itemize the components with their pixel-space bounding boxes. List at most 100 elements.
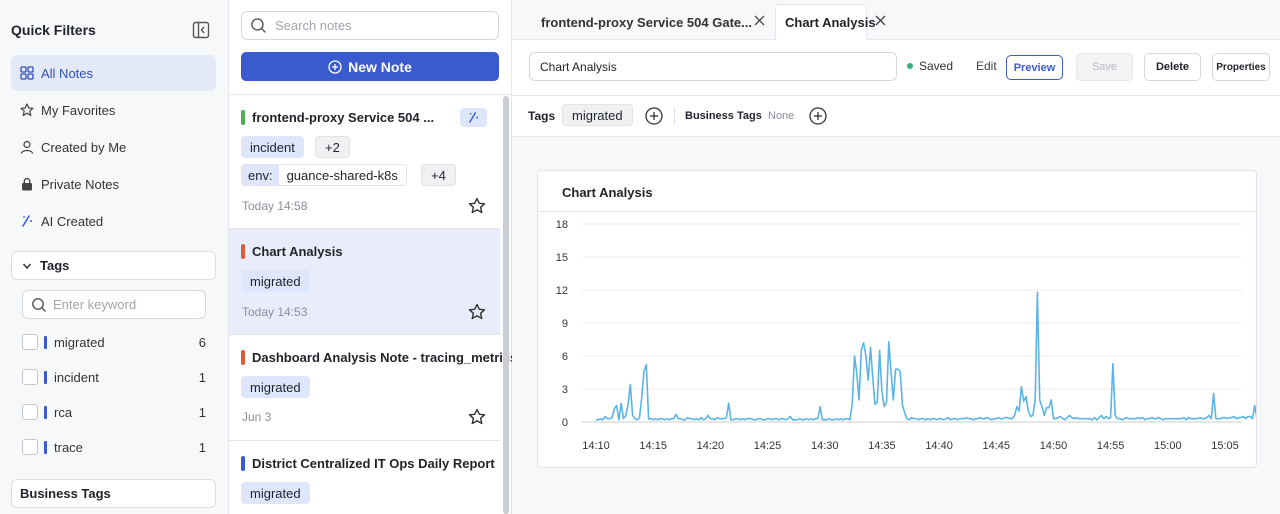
- note-title: District Centralized IT Ops Daily Report: [252, 456, 495, 471]
- note-editor: frontend-proxy Service 504 Gate... Chart…: [512, 0, 1280, 514]
- tag-filter-incident[interactable]: incident 1: [22, 366, 206, 388]
- x-tick-label: 14:55: [1097, 440, 1125, 452]
- env-value: guance-shared-k8s: [278, 165, 406, 185]
- chart-title: Chart Analysis: [562, 185, 653, 200]
- note-card[interactable]: District Centralized IT Ops Daily Report…: [229, 441, 500, 514]
- close-tab-icon[interactable]: [754, 15, 765, 26]
- note-title: Chart Analysis: [252, 244, 343, 259]
- note-card[interactable]: frontend-proxy Service 504 ... incident …: [229, 95, 500, 229]
- note-accent-bar: [241, 350, 245, 365]
- note-tags-bar: Tags migrated Business Tags None: [512, 95, 1280, 137]
- filter-label: My Favorites: [41, 102, 116, 118]
- tag-keyword-input[interactable]: Enter keyword: [22, 290, 206, 319]
- chevron-down-icon: [22, 263, 32, 269]
- sidebar-collapse-icon[interactable]: [192, 21, 210, 39]
- note-title-input[interactable]: Chart Analysis: [529, 52, 897, 81]
- tag-count: 1: [198, 439, 206, 455]
- tab-label: frontend-proxy Service 504 Gate...: [541, 14, 752, 30]
- tag-name: rca: [54, 404, 73, 420]
- tag-filter-rca[interactable]: rca 1: [22, 401, 206, 423]
- note-title-row: Chart Analysis: [241, 244, 343, 259]
- tag-checkbox[interactable]: [22, 439, 38, 455]
- tag-checkbox[interactable]: [22, 369, 38, 385]
- search-notes-input[interactable]: Search notes: [241, 11, 499, 40]
- x-tick-label: 14:15: [639, 440, 667, 452]
- user-icon: [20, 140, 34, 154]
- filter-private-notes[interactable]: Private Notes: [11, 166, 216, 202]
- x-tick-label: 14:35: [868, 440, 896, 452]
- tag-checkbox[interactable]: [22, 404, 38, 420]
- note-tag: migrated: [241, 270, 310, 292]
- save-button[interactable]: Save: [1076, 53, 1133, 81]
- note-date: Today 14:58: [242, 199, 308, 213]
- x-tick-label: 14:20: [697, 440, 725, 452]
- note-tag: incident: [241, 136, 304, 158]
- filter-label: Private Notes: [41, 176, 120, 192]
- chart-header: Chart Analysis: [538, 171, 1256, 212]
- tags-section-title: Tags: [40, 258, 70, 273]
- add-tag-icon[interactable]: [644, 106, 664, 126]
- search-icon: [251, 18, 266, 33]
- search-icon: [32, 297, 46, 312]
- business-tags-section-toggle[interactable]: Business Tags: [11, 479, 216, 508]
- tags-section-toggle[interactable]: Tags: [11, 251, 216, 280]
- x-tick-label: 14:40: [925, 440, 953, 452]
- env-key: env:: [242, 165, 279, 185]
- x-tick-label: 14:45: [983, 440, 1011, 452]
- x-tick-label: 14:50: [1040, 440, 1068, 452]
- tag-color-bar: [44, 370, 47, 384]
- properties-button[interactable]: Properties: [1212, 53, 1270, 81]
- lock-icon: [22, 177, 32, 191]
- favorite-star-icon[interactable]: [468, 197, 486, 215]
- new-note-label: New Note: [348, 58, 412, 75]
- y-tick-label: 6: [562, 351, 568, 363]
- business-tags-value: None: [768, 110, 795, 122]
- tag-color-bar: [44, 335, 47, 349]
- filter-label: All Notes: [41, 65, 94, 81]
- saved-dot-icon: [907, 63, 913, 69]
- note-card[interactable]: Dashboard Analysis Note - tracing_metric…: [229, 335, 517, 441]
- chart-block[interactable]: Chart Analysis 0 3 6 9 12 15 18 14:10 14:15 14:20…: [537, 170, 1257, 468]
- filter-ai-created[interactable]: AI Created: [11, 203, 216, 239]
- note-env-tag: env: guance-shared-k8s: [241, 164, 407, 186]
- y-tick-label: 15: [556, 252, 568, 264]
- grid-icon: [20, 66, 34, 80]
- new-note-button[interactable]: New Note: [241, 52, 499, 81]
- tag-count: 1: [198, 404, 206, 420]
- tag-name: migrated: [54, 334, 105, 350]
- add-business-tag-icon[interactable]: [808, 106, 828, 126]
- filter-created-by-me[interactable]: Created by Me: [11, 129, 216, 165]
- tag-checkbox[interactable]: [22, 334, 38, 350]
- tag-color-bar: [44, 440, 47, 454]
- tag-name: trace: [54, 439, 83, 455]
- x-tick-label: 14:25: [754, 440, 782, 452]
- preview-button[interactable]: Preview: [1006, 55, 1063, 80]
- tab-bar: frontend-proxy Service 504 Gate... Chart…: [512, 0, 1280, 40]
- business-tags-title: Business Tags: [20, 486, 111, 501]
- tab-frontend-proxy[interactable]: frontend-proxy Service 504 Gate...: [524, 4, 752, 40]
- notes-scrollbar[interactable]: [503, 96, 509, 514]
- tag-filter-migrated[interactable]: migrated 6: [22, 331, 206, 353]
- note-title: frontend-proxy Service 504 ...: [252, 110, 435, 125]
- note-card[interactable]: Chart Analysis migrated Today 14:53: [229, 229, 500, 335]
- filter-label: AI Created: [41, 213, 104, 229]
- favorite-star-icon[interactable]: [468, 303, 486, 321]
- delete-button[interactable]: Delete: [1144, 53, 1201, 81]
- x-tick-label: 15:05: [1211, 440, 1239, 452]
- tab-chart-analysis[interactable]: Chart Analysis: [775, 4, 876, 40]
- close-tab-icon[interactable]: [875, 15, 886, 26]
- ai-created-badge: [460, 108, 487, 127]
- tag-name: incident: [54, 369, 99, 385]
- filter-my-favorites[interactable]: My Favorites: [11, 92, 216, 128]
- filter-all-notes[interactable]: All Notes: [11, 55, 216, 91]
- y-tick-label: 12: [556, 285, 568, 297]
- note-title-row: District Centralized IT Ops Daily Report: [241, 456, 495, 471]
- tag-filter-trace[interactable]: trace 1: [22, 436, 206, 458]
- note-accent-bar: [241, 244, 245, 259]
- note-more-env[interactable]: +4: [421, 164, 456, 186]
- note-more-tags[interactable]: +2: [315, 136, 350, 158]
- saved-label: Saved: [919, 59, 954, 73]
- favorite-star-icon[interactable]: [468, 408, 486, 426]
- edit-mode-toggle[interactable]: Edit: [976, 59, 997, 73]
